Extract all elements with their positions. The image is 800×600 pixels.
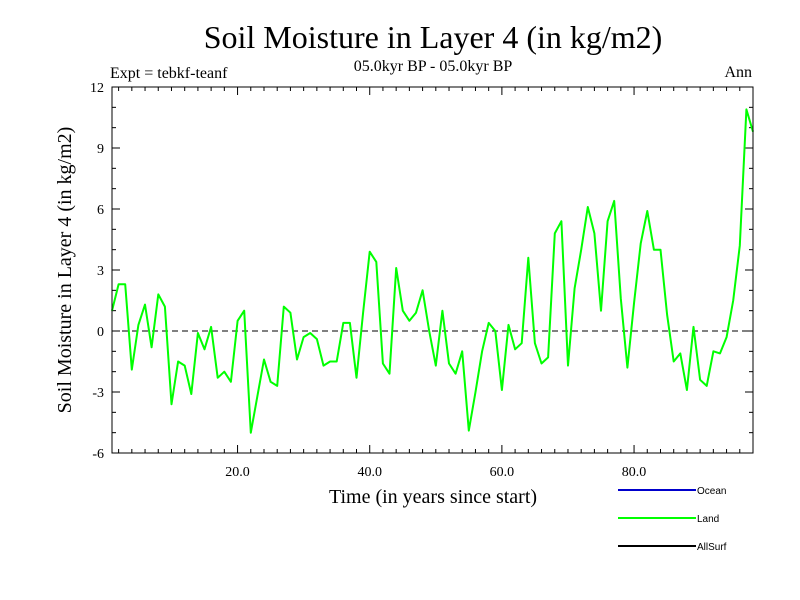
y-tick-label: 9 <box>97 142 104 157</box>
y-tick-label: 12 <box>90 81 104 96</box>
y-tick-label: -3 <box>92 386 104 401</box>
experiment-label: Expt = tebkf-teanf <box>110 65 228 82</box>
y-axis-label: Soil Moisture in Layer 4 (in kg/m2) <box>54 127 76 414</box>
series-line-land <box>111 108 754 434</box>
legend-label-land: Land <box>697 514 719 525</box>
y-tick-label: 0 <box>97 325 104 340</box>
chart-subtitle: 05.0kyr BP - 05.0kyr BP <box>354 58 513 75</box>
period-label: Ann <box>724 64 752 81</box>
plot-frame <box>111 86 754 454</box>
x-tick-label: 80.0 <box>622 465 647 480</box>
legend-label-ocean: Ocean <box>697 486 726 497</box>
x-tick-label: 40.0 <box>357 465 382 480</box>
x-axis-label: Time (in years since start) <box>329 486 537 508</box>
y-tick-label: 6 <box>97 203 104 218</box>
chart-title: Soil Moisture in Layer 4 (in kg/m2) <box>204 19 663 55</box>
y-tick-label: 3 <box>97 264 104 279</box>
y-tick-label: -6 <box>92 447 104 462</box>
x-tick-label: 60.0 <box>490 465 515 480</box>
legend-label-allsurf: AllSurf <box>697 542 727 553</box>
x-tick-label: 20.0 <box>225 465 250 480</box>
